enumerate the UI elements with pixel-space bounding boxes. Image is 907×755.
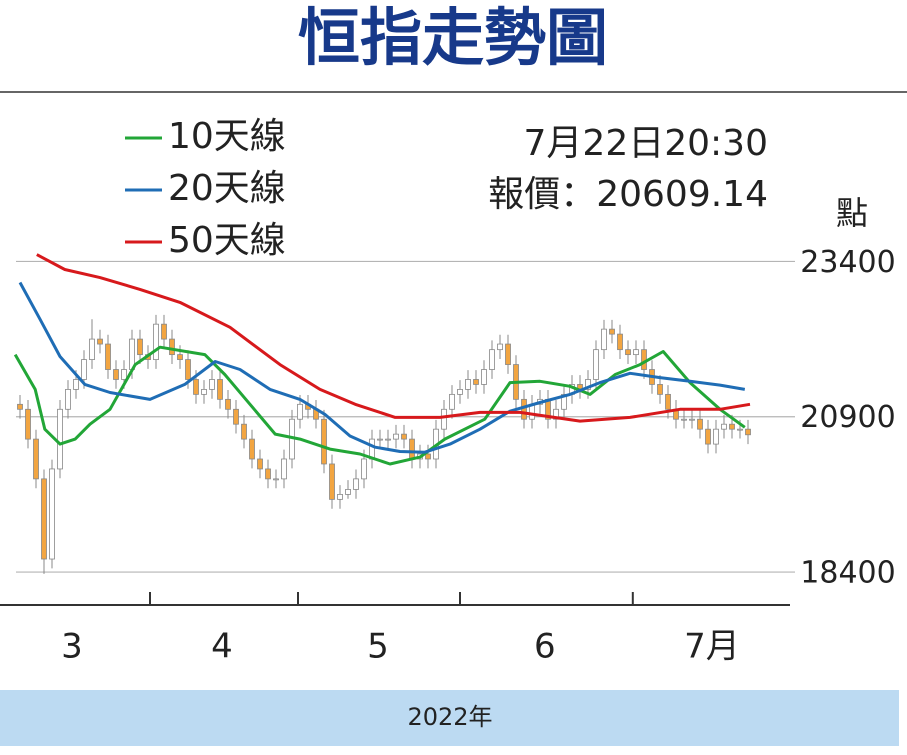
candle-body <box>353 478 359 490</box>
x-tick-label: 5 <box>367 627 389 667</box>
candle-body <box>593 349 599 380</box>
candle-body <box>489 349 495 370</box>
y-tick-label: 23400 <box>800 245 895 280</box>
y-tick-label: 20900 <box>800 400 895 435</box>
chart-title: 恒指走勢圖 <box>298 1 608 74</box>
candle-body <box>361 458 367 480</box>
candle-body <box>409 438 415 460</box>
candle-body <box>457 389 463 395</box>
candle-body <box>105 343 111 370</box>
candle-body <box>233 408 239 425</box>
x-tick-label: 7月 <box>684 627 740 667</box>
candle-body <box>689 418 695 421</box>
candle-body <box>681 418 687 421</box>
ma-line <box>13 345 746 466</box>
candle-body <box>473 379 479 385</box>
annotation: 7月22日20:30 <box>524 123 768 164</box>
footer-band <box>0 690 899 746</box>
candle-body <box>297 403 303 420</box>
candle-body <box>745 428 751 436</box>
candle-body <box>73 379 79 390</box>
candle-body <box>113 369 119 380</box>
candle-body <box>121 369 127 380</box>
candle-body <box>609 328 615 335</box>
candle-body <box>449 393 455 410</box>
candle-body <box>729 423 735 430</box>
candle-body <box>249 438 255 460</box>
candle-body <box>217 379 223 400</box>
candle-body <box>33 438 39 480</box>
ma-line <box>18 281 746 454</box>
candle-body <box>345 489 351 495</box>
candle-body <box>65 389 71 410</box>
candle-body <box>737 428 743 431</box>
candle-body <box>441 408 447 430</box>
candle-body <box>497 343 503 351</box>
candle-body <box>265 468 271 480</box>
candle-body <box>241 423 247 440</box>
candle-body <box>273 478 279 481</box>
candle-body <box>329 463 335 500</box>
x-tick-label: 6 <box>534 627 556 667</box>
candle-body <box>57 408 63 470</box>
candle-body <box>425 453 431 460</box>
legend-label: 10天線 <box>168 116 286 157</box>
candle-body <box>25 408 31 440</box>
x-tick-label: 3 <box>61 627 83 667</box>
candle-body <box>481 369 487 385</box>
candle-body <box>169 338 175 356</box>
legend-label: 50天線 <box>168 220 286 261</box>
candle-body <box>553 408 559 420</box>
candle-body <box>281 458 287 480</box>
candle-body <box>185 359 191 380</box>
candle-body <box>177 354 183 360</box>
candle-body <box>377 438 383 441</box>
legend-label: 20天線 <box>168 168 286 209</box>
candle-body <box>321 418 327 465</box>
candle-body <box>465 379 471 390</box>
y-axis-label: 點 <box>836 194 868 232</box>
candle-body <box>697 418 703 430</box>
candle-body <box>625 349 631 356</box>
candle-body <box>705 428 711 445</box>
candle-body <box>713 428 719 445</box>
candle-body <box>641 349 647 370</box>
candle-body <box>505 343 511 365</box>
candle-body <box>617 333 623 351</box>
candle-body <box>89 338 95 360</box>
annotation: 報價：20609.14 <box>488 174 768 215</box>
y-tick-label: 18400 <box>800 556 895 591</box>
candle-body <box>41 478 47 560</box>
ma-line <box>36 253 751 423</box>
candle-body <box>17 403 23 410</box>
candle-body <box>337 494 343 500</box>
candle-body <box>521 398 527 420</box>
candle-body <box>97 338 103 345</box>
candle-body <box>137 338 143 356</box>
candle-body <box>161 323 167 340</box>
candle-body <box>657 384 663 395</box>
candle-body <box>585 379 591 390</box>
candle-body <box>385 438 391 441</box>
candle-body <box>81 359 87 380</box>
candle-body <box>193 379 199 395</box>
x-tick-label: 4 <box>211 627 233 667</box>
candle-body <box>561 393 567 410</box>
candle-body <box>209 379 215 390</box>
candle-body <box>225 398 231 410</box>
candle-body <box>633 349 639 356</box>
candle-body <box>601 328 607 351</box>
candle-body <box>153 323 159 360</box>
candle-body <box>665 393 671 410</box>
candle-body <box>401 433 407 440</box>
candle-body <box>257 458 263 470</box>
candle-body <box>393 433 399 440</box>
x-axis-label: 2022年 <box>407 703 492 731</box>
candle-body <box>721 423 727 430</box>
candle-body <box>201 389 207 395</box>
candle-body <box>49 468 55 560</box>
